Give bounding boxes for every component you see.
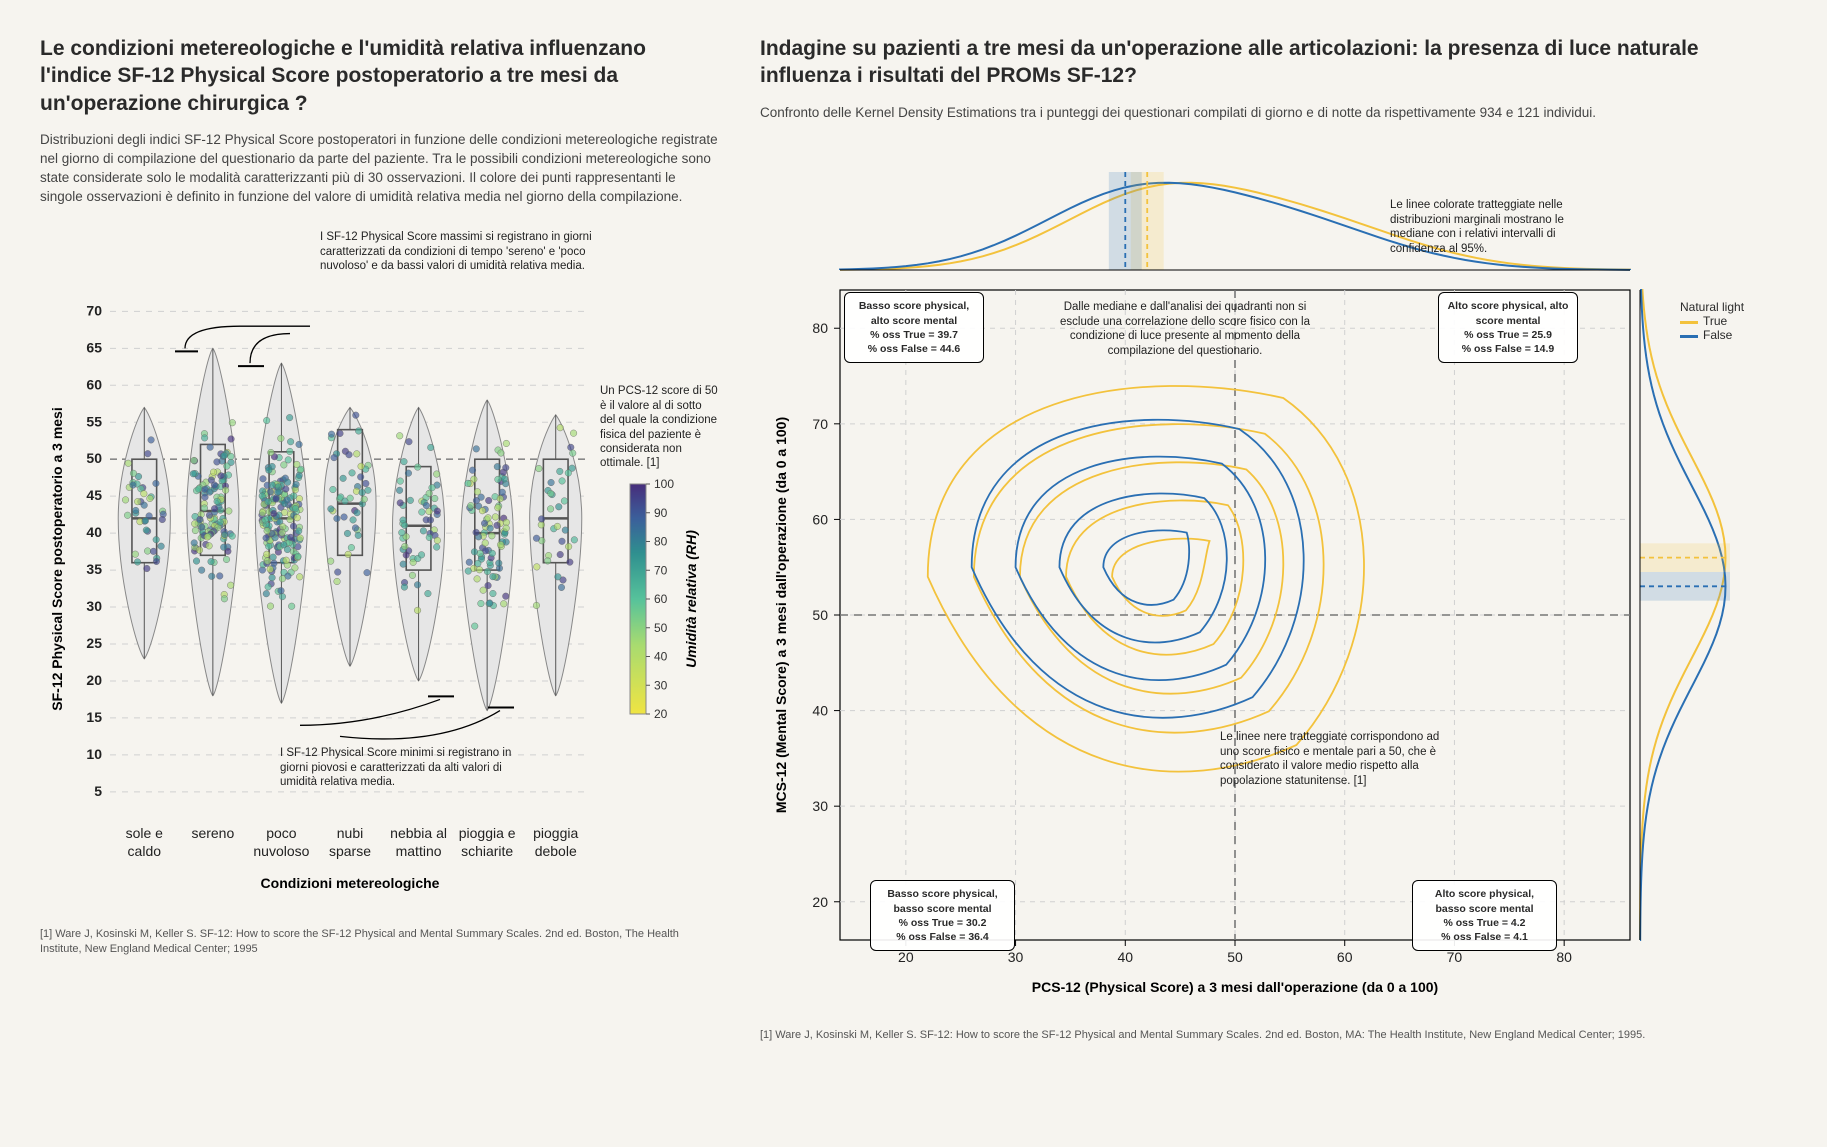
svg-text:60: 60 [1337, 949, 1353, 965]
svg-text:poco: poco [266, 825, 297, 841]
quad-tl-f: % oss False = 44.6 [868, 343, 961, 355]
svg-text:MCS-12 (Mental Score) a 3 mesi: MCS-12 (Mental Score) a 3 mesi dall'oper… [773, 417, 789, 813]
svg-text:20: 20 [86, 672, 102, 688]
note-center: Dalle mediane e dall'analisi dei quadran… [1050, 300, 1320, 358]
legend-title: Natural light [1680, 300, 1744, 314]
left-citation: [1] Ware J, Kosinski M, Keller S. SF-12:… [40, 927, 720, 956]
svg-text:80: 80 [812, 321, 828, 337]
left-panel: Le condizioni metereologiche e l'umidità… [40, 35, 720, 1043]
svg-text:90: 90 [654, 506, 668, 520]
svg-text:20: 20 [654, 707, 668, 721]
svg-text:20: 20 [812, 894, 828, 910]
svg-text:SF-12 Physical Score postopera: SF-12 Physical Score postoperatorio a 3 … [49, 408, 65, 711]
quad-tr-t: % oss True = 25.9 [1464, 329, 1552, 341]
svg-text:Condizioni metereologiche: Condizioni metereologiche [261, 875, 440, 891]
left-title: Le condizioni metereologiche e l'umidità… [40, 35, 720, 117]
svg-text:35: 35 [86, 562, 102, 578]
note-min: I SF-12 Physical Score minimi si registr… [280, 746, 530, 789]
right-citation: [1] Ware J, Kosinski M, Keller S. SF-12:… [760, 1028, 1780, 1042]
svg-text:sparse: sparse [329, 843, 371, 859]
svg-text:30: 30 [86, 598, 102, 614]
svg-text:70: 70 [812, 416, 828, 432]
svg-text:5: 5 [94, 783, 102, 799]
svg-text:30: 30 [812, 799, 828, 815]
note-medians: Le linee colorate tratteggiate nelle dis… [1390, 198, 1610, 256]
page-root: Le condizioni metereologiche e l'umidità… [40, 35, 1787, 1043]
quad-bot-right: Alto score physical, basso score mental … [1412, 880, 1557, 951]
legend-swatch-true [1680, 321, 1698, 324]
svg-text:50: 50 [86, 451, 102, 467]
svg-text:20: 20 [898, 949, 914, 965]
quad-tl-h: Basso score physical, alto score mental [859, 300, 969, 326]
svg-text:40: 40 [654, 650, 668, 664]
quad-br-t: % oss True = 4.2 [1443, 917, 1525, 929]
quad-tr-f: % oss False = 14.9 [1462, 343, 1555, 355]
quad-tr-h: Alto score physical, alto score mental [1448, 300, 1569, 326]
note-ref: Un PCS-12 score di 50 è il valore al di … [600, 384, 720, 470]
svg-text:40: 40 [86, 525, 102, 541]
quad-tl-t: % oss True = 39.7 [870, 329, 958, 341]
legend-swatch-false [1680, 335, 1698, 338]
svg-text:60: 60 [86, 377, 102, 393]
quad-bl-f: % oss False = 36.4 [896, 931, 989, 943]
note-ref50: Le linee nere tratteggiate corrispondono… [1220, 730, 1450, 788]
quad-br-h: Alto score physical, basso score mental [1435, 888, 1534, 914]
svg-text:50: 50 [654, 621, 668, 635]
svg-text:70: 70 [1447, 949, 1463, 965]
svg-text:40: 40 [812, 703, 828, 719]
svg-text:10: 10 [86, 746, 102, 762]
svg-text:45: 45 [86, 488, 102, 504]
svg-text:70: 70 [86, 303, 102, 319]
svg-text:40: 40 [1117, 949, 1133, 965]
svg-text:nebbia al: nebbia al [390, 825, 447, 841]
svg-text:50: 50 [812, 607, 828, 623]
svg-text:schiarite: schiarite [461, 843, 513, 859]
svg-text:65: 65 [86, 340, 102, 356]
svg-text:25: 25 [86, 635, 102, 651]
svg-text:70: 70 [654, 564, 668, 578]
quad-bl-h: Basso score physical, basso score mental [887, 888, 997, 914]
svg-text:pioggia e: pioggia e [459, 825, 516, 841]
svg-text:pioggia: pioggia [533, 825, 578, 841]
quad-top-left: Basso score physical, alto score mental … [844, 292, 984, 363]
legend-true: True [1680, 314, 1744, 328]
violin-chart: 5 10 15 20 25 30 35 40 45 50 55 60 65 70 sole e caldo se… [40, 224, 720, 904]
svg-text:mattino: mattino [396, 843, 442, 859]
right-title: Indagine su pazienti a tre mesi da un'op… [760, 35, 1780, 90]
quad-bl-t: % oss True = 30.2 [899, 917, 987, 929]
right-chart-container: 20 20 30 30 40 40 50 50 60 60 70 70 80 80 PCS-12 (Phys… [760, 140, 1780, 1010]
svg-text:55: 55 [86, 414, 102, 430]
quad-br-f: % oss False = 4.1 [1441, 931, 1528, 943]
svg-text:60: 60 [654, 592, 668, 606]
svg-text:30: 30 [654, 679, 668, 693]
svg-text:15: 15 [86, 709, 102, 725]
svg-text:30: 30 [1008, 949, 1024, 965]
svg-text:100: 100 [654, 477, 674, 491]
svg-text:debole: debole [535, 843, 577, 859]
quad-top-right: Alto score physical, alto score mental %… [1438, 292, 1578, 363]
svg-text:sereno: sereno [191, 825, 234, 841]
svg-text:50: 50 [1227, 949, 1243, 965]
quad-bot-left: Basso score physical, basso score mental… [870, 880, 1015, 951]
legend-false: False [1680, 328, 1744, 342]
svg-text:caldo: caldo [128, 843, 162, 859]
svg-text:nuvoloso: nuvoloso [253, 843, 309, 859]
right-subtitle: Confronto delle Kernel Density Estimatio… [760, 104, 1780, 123]
svg-text:80: 80 [1556, 949, 1572, 965]
legend: Natural light True False [1680, 300, 1744, 342]
svg-text:80: 80 [654, 535, 668, 549]
svg-text:sole e: sole e [126, 825, 164, 841]
note-max: I SF-12 Physical Score massimi si regist… [320, 230, 600, 273]
right-panel: Indagine su pazienti a tre mesi da un'op… [760, 35, 1780, 1043]
svg-text:nubi: nubi [337, 825, 363, 841]
left-subtitle: Distribuzioni degli indici SF-12 Physica… [40, 131, 720, 207]
left-chart-container: 5 10 15 20 25 30 35 40 45 50 55 60 65 70 sole e caldo se… [40, 224, 720, 909]
svg-text:PCS-12 (Physical Score) a 3 me: PCS-12 (Physical Score) a 3 mesi dall'op… [1032, 979, 1438, 995]
svg-text:Umidità relativa (RH): Umidità relativa (RH) [683, 530, 699, 668]
svg-text:60: 60 [812, 512, 828, 528]
